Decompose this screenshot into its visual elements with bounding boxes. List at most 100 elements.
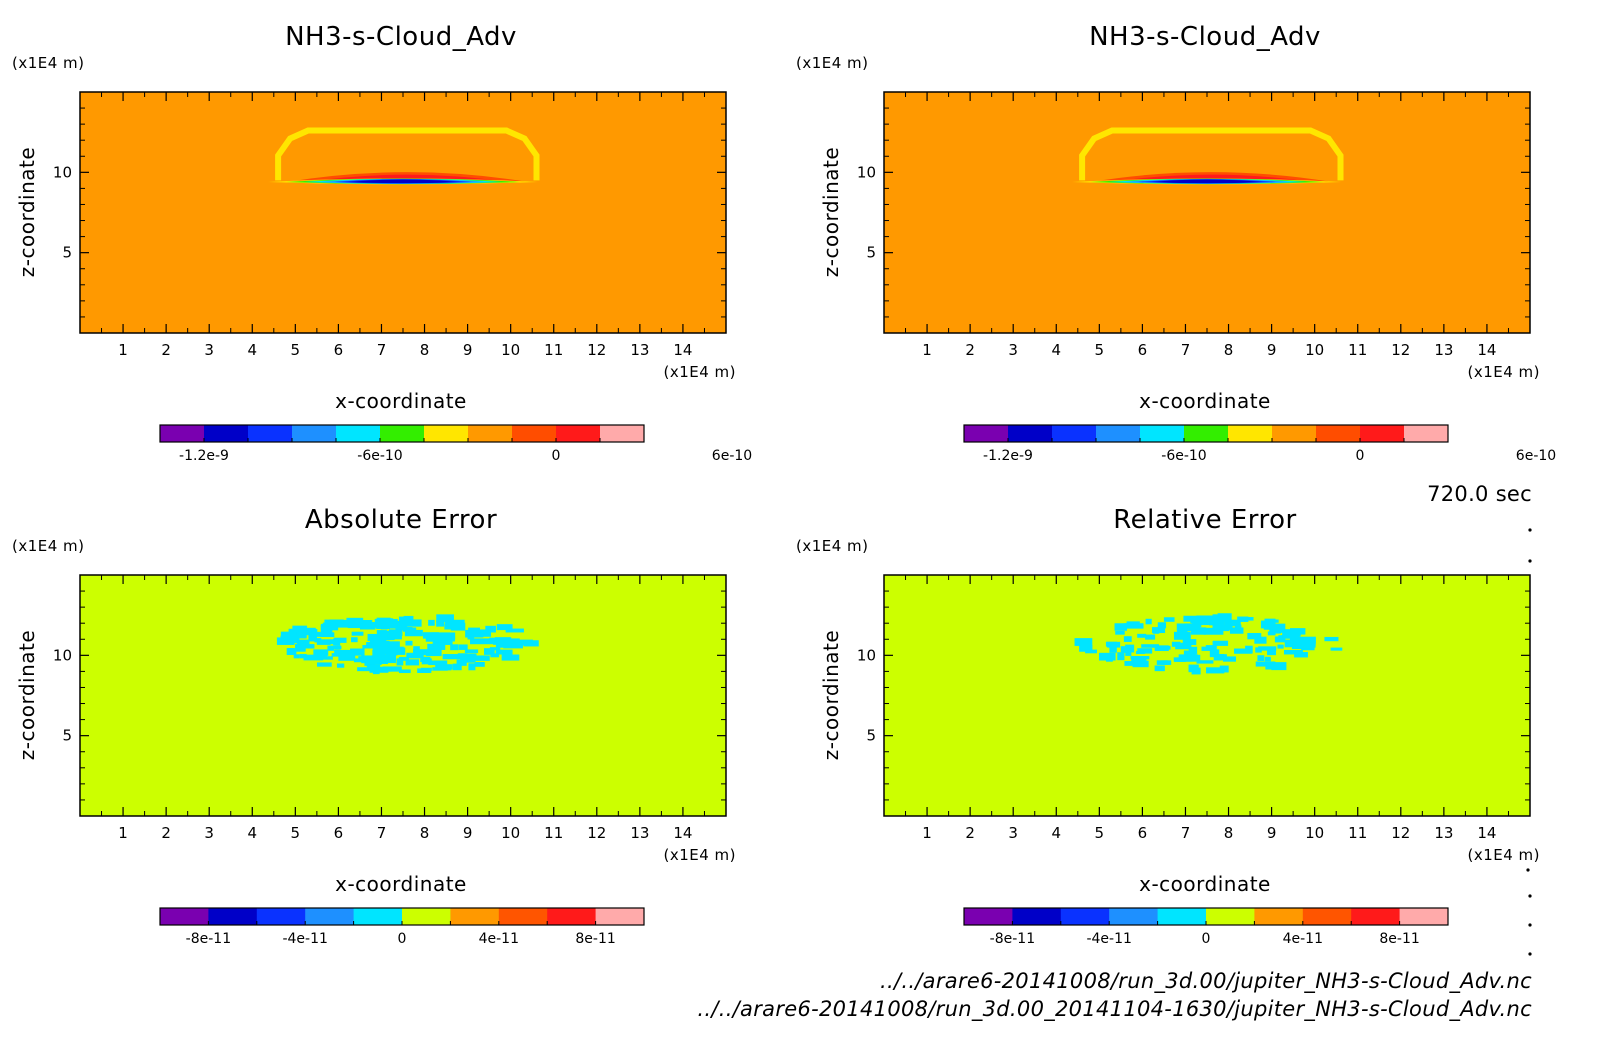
error-speckle <box>1074 638 1093 646</box>
error-speckle <box>1324 636 1339 642</box>
colorbar-swatch <box>204 425 249 442</box>
error-speckle <box>1209 649 1220 658</box>
error-speckle <box>380 624 388 630</box>
dot <box>1526 868 1530 872</box>
error-speckle <box>427 643 446 650</box>
error-speckle <box>1289 635 1300 643</box>
error-speckle <box>377 654 396 662</box>
x-tick-label: 5 <box>1095 341 1105 359</box>
error-speckle <box>445 621 458 628</box>
panel-bottom-left: Absolute Error (x1E4 m) 1 2 3 4 5 6 7 8 9 10 11 12 1… <box>12 505 736 947</box>
error-speckle <box>379 618 398 623</box>
error-speckle <box>1163 617 1175 622</box>
error-speckle <box>376 621 392 625</box>
error-speckle <box>1212 640 1229 646</box>
x-tick-label: 9 <box>1267 341 1277 359</box>
cloud-outline-contour <box>1079 127 1344 181</box>
error-speckle <box>1206 667 1225 674</box>
x-tick-label: 13 <box>1434 341 1453 359</box>
error-speckle <box>496 624 513 631</box>
colorbar-swatch <box>1351 908 1401 925</box>
error-speckle <box>460 655 476 663</box>
error-speckle <box>457 653 468 657</box>
error-speckle <box>362 645 377 649</box>
colorbar-swatch <box>1360 425 1405 442</box>
x-tick-label: 8 <box>1224 824 1234 842</box>
y-tick-label: 5 <box>62 244 72 262</box>
error-speckle <box>1209 618 1219 626</box>
x-unit-label: (x1E4 m) <box>663 846 736 864</box>
dot <box>1528 528 1532 532</box>
error-speckle <box>293 630 307 639</box>
colorbar: -8e-11 -4e-11 0 4e-11 8e-11 <box>159 907 645 947</box>
colorbar-swatch <box>1012 908 1062 925</box>
error-speckle <box>1125 650 1132 656</box>
error-speckle <box>1201 646 1214 651</box>
error-speckle <box>368 642 378 647</box>
error-speckle <box>406 652 424 659</box>
error-speckle <box>338 653 356 661</box>
x-tick-label: 6 <box>334 341 344 359</box>
error-speckle <box>490 653 500 658</box>
error-speckle <box>428 619 435 626</box>
error-speckle <box>293 654 300 659</box>
error-speckle <box>1115 630 1125 635</box>
file-path-1: ../../arare6-20141008/run_3d.00/jupiter_… <box>880 969 1532 994</box>
x-tick-label: 12 <box>1391 341 1410 359</box>
error-speckle <box>1224 619 1241 627</box>
colorbar-swatch <box>512 425 557 442</box>
colorbar-swatch <box>1096 425 1141 442</box>
error-speckle <box>1137 633 1147 638</box>
x-tick-label: 7 <box>377 341 387 359</box>
x-unit-label: (x1E4 m) <box>1467 363 1540 381</box>
error-speckle <box>318 652 327 658</box>
x-tick-label: 12 <box>587 341 606 359</box>
colorbar-swatch <box>1184 425 1229 442</box>
error-speckle <box>354 658 369 662</box>
x-tick-label: 3 <box>1008 341 1018 359</box>
error-speckle <box>1330 647 1343 651</box>
x-tick-label: 13 <box>630 824 649 842</box>
x-tick-label: 12 <box>1391 824 1410 842</box>
error-speckle <box>1161 660 1172 665</box>
error-speckle <box>280 631 297 636</box>
colorbar-swatch <box>336 425 381 442</box>
y-axis-label: z-coordinate <box>15 147 39 277</box>
y-unit-label: (x1E4 m) <box>12 537 85 555</box>
error-speckle <box>322 622 330 627</box>
error-speckle <box>308 634 317 642</box>
x-tick-label: 9 <box>463 824 473 842</box>
error-speckle <box>1145 634 1156 640</box>
error-speckle <box>445 633 452 641</box>
panel-bottom-right: Relative Error (x1E4 m) 1 2 3 4 5 6 7 8 9 10 11 12 1… <box>796 505 1540 947</box>
colorbar-swatch <box>595 908 645 925</box>
error-speckle <box>477 629 492 637</box>
colorbar-swatch <box>305 908 355 925</box>
error-speckle <box>280 635 300 644</box>
panel-title: Relative Error <box>1113 505 1297 535</box>
y-tick-label: 5 <box>62 727 72 745</box>
colorbar-tick-label: 0 <box>552 448 561 464</box>
y-tick-label: 10 <box>53 163 72 181</box>
x-tick-label: 10 <box>1305 824 1324 842</box>
colorbar-swatch <box>1109 908 1159 925</box>
error-speckle <box>1192 620 1210 626</box>
y-unit-label: (x1E4 m) <box>796 537 869 555</box>
error-speckle <box>316 656 333 660</box>
colorbar-swatch <box>1272 425 1317 442</box>
error-speckle <box>1175 642 1192 650</box>
x-tick-label: 6 <box>1138 824 1148 842</box>
error-speckle <box>383 630 393 639</box>
error-speckle <box>320 639 340 645</box>
colorbar-tick-label: 6e-10 <box>712 448 752 464</box>
error-speckle <box>405 640 413 646</box>
error-speckle <box>1196 660 1214 664</box>
error-speckle <box>1126 621 1140 626</box>
x-tick-label: 1 <box>118 341 128 359</box>
colorbar-swatch <box>468 425 513 442</box>
error-speckle <box>1294 643 1313 649</box>
error-speckle <box>470 638 490 645</box>
panel-title: NH3-s-Cloud_Adv <box>1089 22 1321 52</box>
error-speckle <box>1183 615 1199 622</box>
